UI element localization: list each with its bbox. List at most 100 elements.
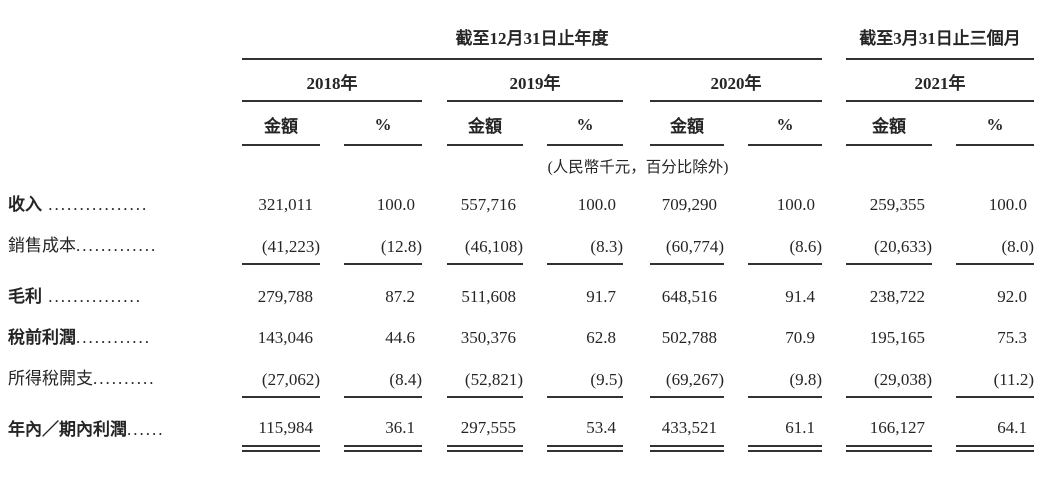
- column-spacer: [822, 356, 846, 397]
- header-spacer: [8, 24, 242, 59]
- column-spacer: [932, 356, 956, 397]
- value-cell: 64.1: [956, 397, 1035, 452]
- column-spacer: [623, 356, 650, 397]
- value-cell: 433,521: [650, 397, 724, 452]
- table-row-cost-of-sales: 銷售成本............. (41,223) (12.8) (46,10…: [8, 223, 1035, 265]
- column-spacer: [422, 356, 447, 397]
- column-spacer: [320, 182, 344, 223]
- column-spacer: [822, 264, 846, 315]
- column-spacer: [822, 101, 846, 145]
- column-spacer: [422, 101, 447, 145]
- table-row-gross-profit: 毛利 ............... 279,788 87.2 511,608 …: [8, 264, 1034, 315]
- column-spacer: [523, 182, 547, 223]
- column-spacer: [724, 182, 748, 223]
- column-spacer: [623, 315, 650, 356]
- leader-dots: ................: [42, 195, 149, 214]
- value-cell: 238,722: [869, 287, 926, 306]
- column-spacer: [932, 182, 956, 223]
- column-spacer: [822, 24, 846, 59]
- value-cell: (8.4): [344, 356, 422, 398]
- column-spacer: [932, 397, 956, 448]
- value-cell: 91.4: [785, 287, 816, 306]
- column-spacer: [822, 397, 846, 448]
- value-cell: (46,108): [447, 223, 523, 265]
- row-label: 收入 ................: [8, 182, 242, 223]
- amount-header: 金額: [242, 101, 320, 146]
- column-spacer: [523, 223, 547, 264]
- period-header-quarter: 截至3月31日止三個月: [846, 24, 1035, 60]
- value-cell: 53.4: [547, 397, 623, 452]
- percent-header: %: [956, 101, 1035, 146]
- row-label-text: 銷售成本: [8, 236, 76, 255]
- column-spacer: [932, 223, 956, 264]
- value-cell: 648,516: [661, 287, 717, 306]
- column-spacer: [523, 356, 547, 397]
- amount-header: 金額: [447, 101, 523, 146]
- column-spacer: [623, 59, 650, 101]
- column-spacer: [422, 397, 447, 448]
- column-spacer: [623, 223, 650, 264]
- value-cell: (8.6): [748, 223, 823, 265]
- column-spacer: [422, 223, 447, 264]
- column-spacer: [320, 223, 344, 264]
- header-spacer: [8, 59, 242, 101]
- value-cell: 279,788: [257, 287, 313, 306]
- percent-header: %: [344, 101, 422, 146]
- year-header-2019: 2019年: [447, 59, 623, 102]
- column-spacer: [724, 315, 748, 356]
- value-cell: 100.0: [988, 195, 1028, 214]
- value-cell: 62.8: [586, 328, 616, 347]
- header-spacer: [8, 101, 242, 145]
- column-spacer: [623, 101, 650, 145]
- row-label: 年內／期內利潤......: [8, 397, 242, 448]
- year-header-2018: 2018年: [242, 59, 422, 102]
- column-spacer: [523, 264, 547, 315]
- value-cell: (9.5): [547, 356, 623, 398]
- value-cell: 100.0: [577, 195, 616, 214]
- column-spacer: [422, 59, 447, 101]
- year-header-row: 2018年 2019年 2020年 2021年: [8, 59, 1035, 102]
- year-header-2020: 2020年: [650, 59, 823, 102]
- column-spacer: [822, 59, 846, 101]
- period-header-annual: 截至12月31日止年度: [242, 24, 823, 60]
- column-spacer: [623, 397, 650, 448]
- column-spacer: [724, 264, 748, 315]
- value-cell: 87.2: [385, 287, 415, 306]
- table-row-profit-for-period: 年內／期內利潤...... 115,984 36.1 297,555 53.4 …: [8, 397, 1035, 452]
- value-cell: (27,062): [242, 356, 320, 398]
- table-row-revenue: 收入 ................ 321,011 100.0 557,71…: [8, 182, 1034, 223]
- leader-dots: .............: [76, 236, 158, 255]
- leader-dots: ......: [127, 420, 165, 439]
- table-row-income-tax-expense: 所得稅開支.......... (27,062) (8.4) (52,821) …: [8, 356, 1035, 398]
- amount-header: 金額: [846, 101, 933, 146]
- value-cell: 321,011: [258, 195, 313, 214]
- leader-dots: ............: [76, 328, 151, 347]
- value-cell: (29,038): [846, 356, 933, 398]
- value-cell: 350,376: [460, 328, 516, 347]
- column-spacer: [623, 182, 650, 223]
- column-spacer: [932, 101, 956, 145]
- header-spacer: [8, 145, 242, 182]
- column-spacer: [822, 315, 846, 356]
- column-spacer: [724, 356, 748, 397]
- row-label: 毛利 ...............: [8, 264, 242, 315]
- value-cell: 297,555: [447, 397, 523, 452]
- column-spacer: [320, 315, 344, 356]
- value-cell: (11.2): [956, 356, 1035, 398]
- value-cell: 259,355: [869, 195, 926, 214]
- table-row-profit-before-tax: 稅前利潤............ 143,046 44.6 350,376 62…: [8, 315, 1034, 356]
- row-label: 銷售成本.............: [8, 223, 242, 264]
- row-label-text: 年內／期內利潤: [8, 420, 127, 439]
- value-cell: 115,984: [242, 397, 320, 452]
- value-cell: (9.8): [748, 356, 823, 398]
- value-cell: 44.6: [385, 328, 415, 347]
- row-label: 稅前利潤............: [8, 315, 242, 356]
- value-cell: (12.8): [344, 223, 422, 265]
- row-label-text: 所得稅開支: [8, 369, 93, 388]
- value-cell: 70.9: [785, 328, 816, 347]
- value-cell: 100.0: [776, 195, 816, 214]
- column-spacer: [422, 315, 447, 356]
- value-cell: (52,821): [447, 356, 523, 398]
- row-label-text: 毛利: [8, 287, 42, 306]
